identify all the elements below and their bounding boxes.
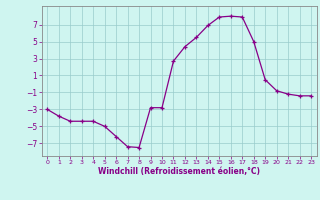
X-axis label: Windchill (Refroidissement éolien,°C): Windchill (Refroidissement éolien,°C) — [98, 167, 260, 176]
